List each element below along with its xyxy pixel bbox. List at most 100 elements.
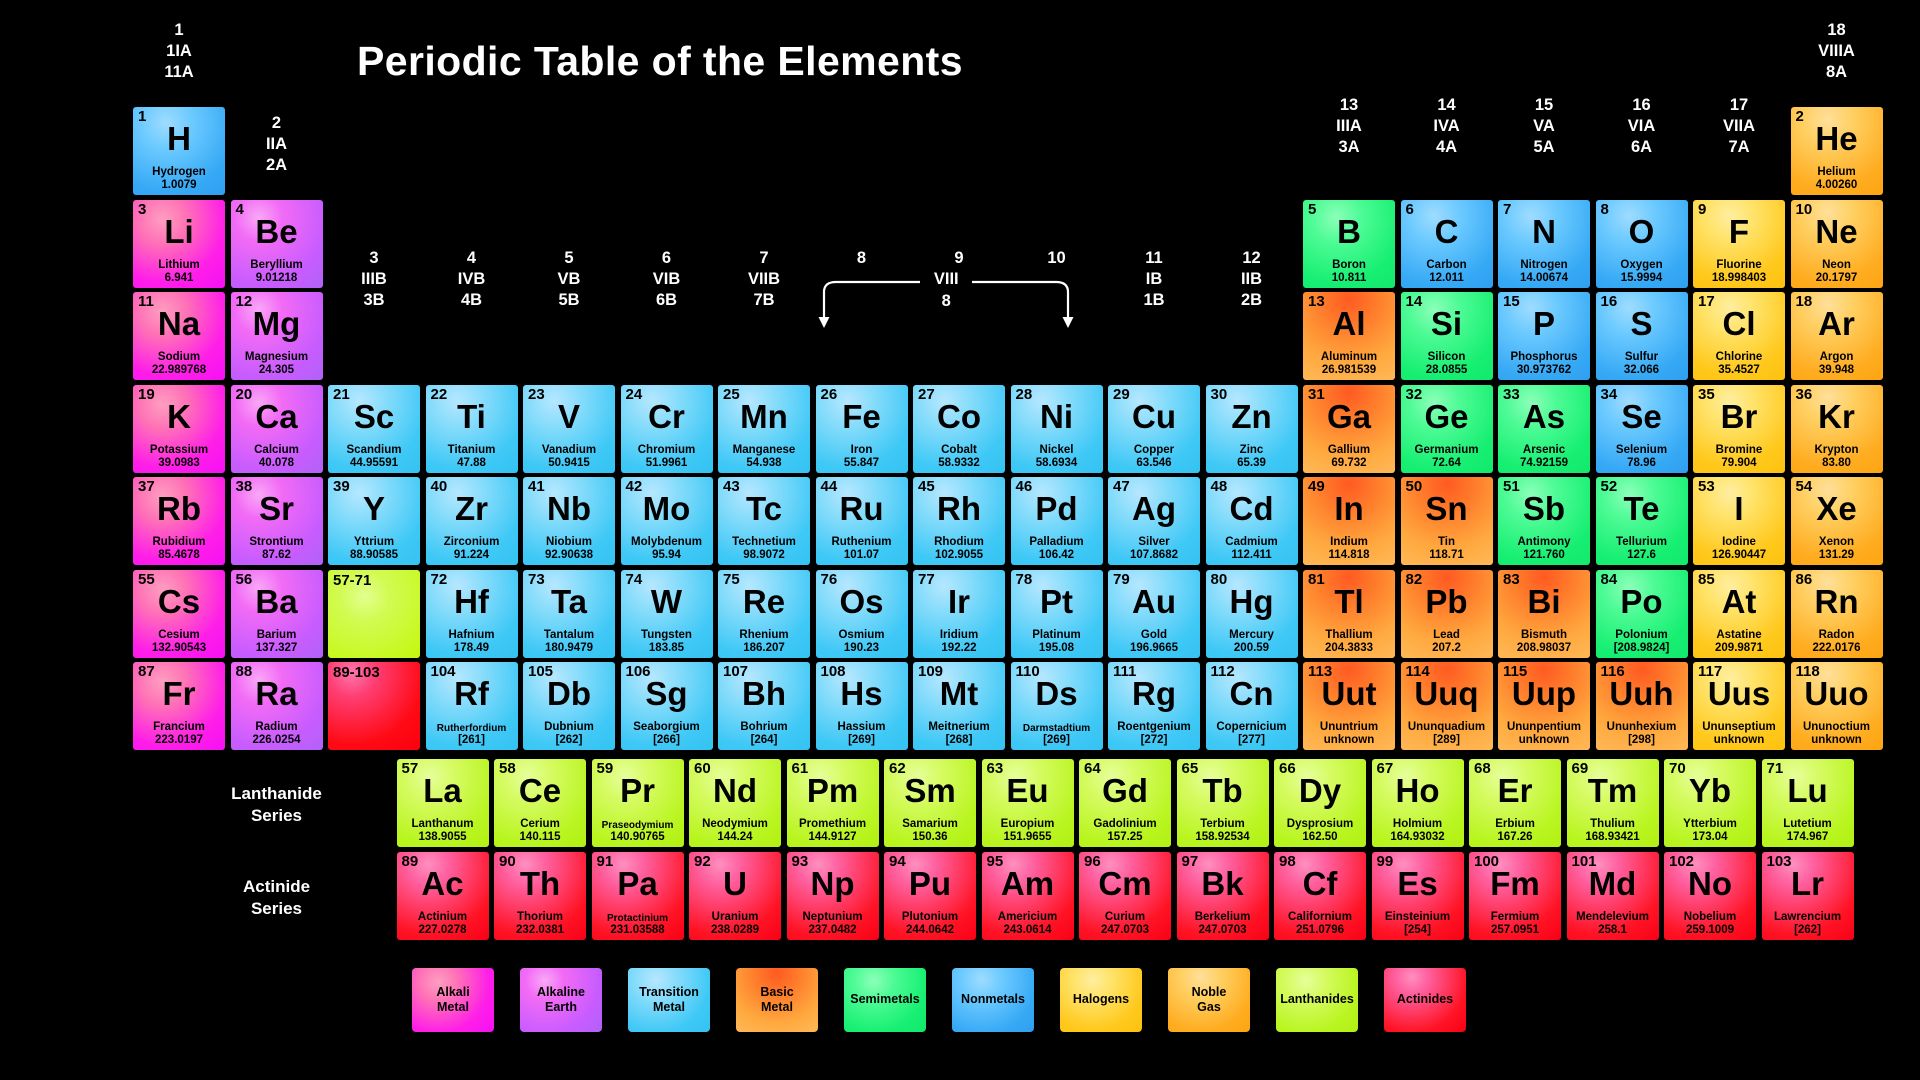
element-cell-uut[interactable]: 113 Uut Ununtrium unknown (1303, 662, 1395, 750)
element-cell-pm[interactable]: 61 Pm Promethium 144.9127 (786, 759, 879, 847)
element-cell-w[interactable]: 74 W Tungsten 183.85 (620, 569, 713, 658)
element-cell-ho[interactable]: 67 Ho Holmium 164.93032 (1371, 759, 1464, 847)
element-cell-as[interactable]: 33 As Arsenic 74.92159 (1498, 384, 1590, 473)
series-placeholder-89-103[interactable]: 89-103 (328, 662, 420, 750)
element-cell-se[interactable]: 34 Se Selenium 78.96 (1595, 384, 1688, 473)
element-cell-tl[interactable]: 81 Tl Thallium 204.3833 (1303, 569, 1395, 658)
element-cell-cf[interactable]: 98 Cf Californium 251.0796 (1274, 851, 1366, 940)
element-cell-pd[interactable]: 46 Pd Palladium 106.42 (1010, 477, 1103, 565)
element-cell-i[interactable]: 53 I Iodine 126.90447 (1693, 477, 1785, 565)
legend-item-alkaline-earth[interactable]: Alkaline Earth (520, 968, 602, 1032)
element-cell-cl[interactable]: 17 Cl Chlorine 35.4527 (1693, 292, 1785, 380)
element-cell-pa[interactable]: 91 Pa Protactinium 231.03588 (591, 851, 684, 940)
element-cell-pr[interactable]: 59 Pr Praseodymium 140.90765 (591, 759, 684, 847)
element-cell-bh[interactable]: 107 Bh Bohrium [264] (718, 662, 810, 750)
element-cell-co[interactable]: 27 Co Cobalt 58.9332 (913, 384, 1005, 473)
element-cell-md[interactable]: 101 Md Mendelevium 258.1 (1566, 851, 1659, 940)
element-cell-hg[interactable]: 80 Hg Mercury 200.59 (1205, 569, 1298, 658)
element-cell-hs[interactable]: 108 Hs Hassium [269] (815, 662, 908, 750)
element-cell-ag[interactable]: 47 Ag Silver 107.8682 (1108, 477, 1200, 565)
legend-item-transition-metal[interactable]: Transition Metal (628, 968, 710, 1032)
element-cell-sr[interactable]: 38 Sr Strontium 87.62 (230, 477, 323, 565)
element-cell-si[interactable]: 14 Si Silicon 28.0855 (1400, 292, 1493, 380)
element-cell-ti[interactable]: 22 Ti Titanium 47.88 (425, 384, 518, 473)
element-cell-ds[interactable]: 110 Ds Darmstadtium [269] (1010, 662, 1103, 750)
element-cell-f[interactable]: 9 F Fluorine 18.998403 (1693, 199, 1785, 288)
element-cell-rf[interactable]: 104 Rf Rutherfordium [261] (425, 662, 518, 750)
element-cell-cm[interactable]: 96 Cm Curium 247.0703 (1079, 851, 1171, 940)
element-cell-he[interactable]: 2 He Helium 4.00260 (1790, 107, 1883, 195)
element-cell-mo[interactable]: 42 Mo Molybdenum 95.94 (620, 477, 713, 565)
element-cell-la[interactable]: 57 La Lanthanum 138.9055 (396, 759, 489, 847)
element-cell-fr[interactable]: 87 Fr Francium 223.0197 (133, 662, 225, 750)
element-cell-db[interactable]: 105 Db Dubnium [262] (523, 662, 615, 750)
element-cell-bk[interactable]: 97 Bk Berkelium 247.0703 (1176, 851, 1269, 940)
element-cell-mg[interactable]: 12 Mg Magnesium 24.305 (230, 292, 323, 380)
legend-item-halogen[interactable]: Halogens (1060, 968, 1142, 1032)
legend-item-basic-metal[interactable]: Basic Metal (736, 968, 818, 1032)
element-cell-ta[interactable]: 73 Ta Tantalum 180.9479 (523, 569, 615, 658)
element-cell-ru[interactable]: 44 Ru Ruthenium 101.07 (815, 477, 908, 565)
element-cell-ba[interactable]: 56 Ba Barium 137.327 (230, 569, 323, 658)
element-cell-ce[interactable]: 58 Ce Cerium 140.115 (494, 759, 586, 847)
element-cell-kr[interactable]: 36 Kr Krypton 83.80 (1790, 384, 1883, 473)
element-cell-sm[interactable]: 62 Sm Samarium 150.36 (884, 759, 976, 847)
element-cell-pu[interactable]: 94 Pu Plutonium 244.0642 (884, 851, 976, 940)
element-cell-ir[interactable]: 77 Ir Iridium 192.22 (913, 569, 1005, 658)
element-cell-pb[interactable]: 82 Pb Lead 207.2 (1400, 569, 1493, 658)
element-cell-au[interactable]: 79 Au Gold 196.9665 (1108, 569, 1200, 658)
element-cell-cn[interactable]: 112 Cn Copernicium [277] (1205, 662, 1298, 750)
element-cell-hf[interactable]: 72 Hf Hafnium 178.49 (425, 569, 518, 658)
element-cell-es[interactable]: 99 Es Einsteinium [254] (1371, 851, 1464, 940)
element-cell-cs[interactable]: 55 Cs Cesium 132.90543 (133, 569, 225, 658)
element-cell-re[interactable]: 75 Re Rhenium 186.207 (718, 569, 810, 658)
series-placeholder-57-71[interactable]: 57-71 (328, 569, 420, 658)
legend-item-semimetal[interactable]: Semimetals (844, 968, 926, 1032)
element-cell-b[interactable]: 5 B Boron 10.811 (1303, 199, 1395, 288)
element-cell-zn[interactable]: 30 Zn Zinc 65.39 (1205, 384, 1298, 473)
element-cell-na[interactable]: 11 Na Sodium 22.989768 (133, 292, 225, 380)
legend-item-actinide[interactable]: Actinides (1384, 968, 1466, 1032)
element-cell-br[interactable]: 35 Br Bromine 79.904 (1693, 384, 1785, 473)
element-cell-ar[interactable]: 18 Ar Argon 39.948 (1790, 292, 1883, 380)
legend-item-alkali-metal[interactable]: Alkali Metal (412, 968, 494, 1032)
element-cell-no[interactable]: 102 No Nobelium 259.1009 (1664, 851, 1756, 940)
element-cell-sg[interactable]: 106 Sg Seaborgium [266] (620, 662, 713, 750)
element-cell-ra[interactable]: 88 Ra Radium 226.0254 (230, 662, 323, 750)
element-cell-am[interactable]: 95 Am Americium 243.0614 (981, 851, 1074, 940)
element-cell-nb[interactable]: 41 Nb Niobium 92.90638 (523, 477, 615, 565)
element-cell-uuo[interactable]: 118 Uuo Ununoctium unknown (1790, 662, 1883, 750)
element-cell-zr[interactable]: 40 Zr Zirconium 91.224 (425, 477, 518, 565)
element-cell-fm[interactable]: 100 Fm Fermium 257.0951 (1469, 851, 1561, 940)
element-cell-os[interactable]: 76 Os Osmium 190.23 (815, 569, 908, 658)
element-cell-tb[interactable]: 65 Tb Terbium 158.92534 (1176, 759, 1269, 847)
element-cell-uuh[interactable]: 116 Uuh Ununhexium [298] (1595, 662, 1688, 750)
element-cell-lr[interactable]: 103 Lr Lawrencium [262] (1761, 851, 1854, 940)
element-cell-pt[interactable]: 78 Pt Platinum 195.08 (1010, 569, 1103, 658)
element-cell-po[interactable]: 84 Po Polonium [208.9824] (1595, 569, 1688, 658)
element-cell-n[interactable]: 7 N Nitrogen 14.00674 (1498, 199, 1590, 288)
element-cell-uup[interactable]: 115 Uup Ununpentium unknown (1498, 662, 1590, 750)
element-cell-sn[interactable]: 50 Sn Tin 118.71 (1400, 477, 1493, 565)
element-cell-tm[interactable]: 69 Tm Thulium 168.93421 (1566, 759, 1659, 847)
element-cell-cd[interactable]: 48 Cd Cadmium 112.411 (1205, 477, 1298, 565)
element-cell-np[interactable]: 93 Np Neptunium 237.0482 (786, 851, 879, 940)
element-cell-mn[interactable]: 25 Mn Manganese 54.938 (718, 384, 810, 473)
element-cell-s[interactable]: 16 S Sulfur 32.066 (1595, 292, 1688, 380)
element-cell-p[interactable]: 15 P Phosphorus 30.973762 (1498, 292, 1590, 380)
element-cell-in[interactable]: 49 In Indium 114.818 (1303, 477, 1395, 565)
element-cell-fe[interactable]: 26 Fe Iron 55.847 (815, 384, 908, 473)
element-cell-rb[interactable]: 37 Rb Rubidium 85.4678 (133, 477, 225, 565)
element-cell-te[interactable]: 52 Te Tellurium 127.6 (1595, 477, 1688, 565)
element-cell-k[interactable]: 19 K Potassium 39.0983 (133, 384, 225, 473)
element-cell-rh[interactable]: 45 Rh Rhodium 102.9055 (913, 477, 1005, 565)
element-cell-li[interactable]: 3 Li Lithium 6.941 (133, 199, 225, 288)
element-cell-uuq[interactable]: 114 Uuq Ununquadium [289] (1400, 662, 1493, 750)
element-cell-ni[interactable]: 28 Ni Nickel 58.6934 (1010, 384, 1103, 473)
element-cell-gd[interactable]: 64 Gd Gadolinium 157.25 (1079, 759, 1171, 847)
element-cell-ac[interactable]: 89 Ac Actinium 227.0278 (396, 851, 489, 940)
element-cell-eu[interactable]: 63 Eu Europium 151.9655 (981, 759, 1074, 847)
legend-item-nonmetal[interactable]: Nonmetals (952, 968, 1034, 1032)
element-cell-er[interactable]: 68 Er Erbium 167.26 (1469, 759, 1561, 847)
element-cell-tc[interactable]: 43 Tc Technetium 98.9072 (718, 477, 810, 565)
